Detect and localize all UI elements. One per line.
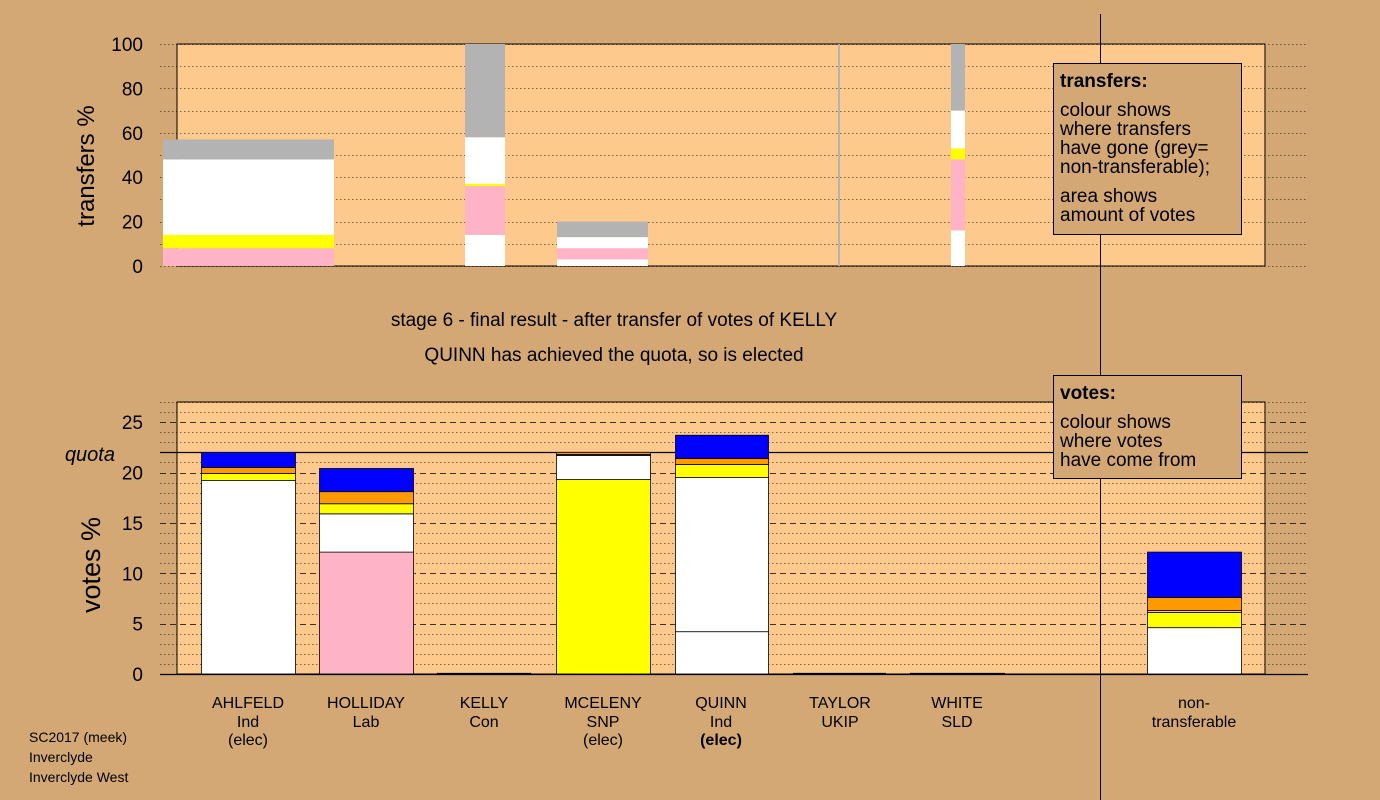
votes-legend-box [1053, 375, 1242, 479]
transfers-legend-text: where transfers [1059, 119, 1191, 140]
candidate-party-label: SLD [941, 714, 972, 731]
transfers-legend-box [1053, 63, 1242, 235]
footer-line-ward: Inverclyde West [29, 769, 129, 785]
candidate-name-label: AHLFELD [212, 695, 284, 712]
votes-y-tick-label: 0 [132, 665, 143, 686]
transfers-y-axis-label: transfers % [73, 105, 100, 226]
transfer-segment-kelly [557, 248, 648, 260]
candidate-name-label: KELLY [460, 695, 509, 712]
candidate-status-label: (elec) [583, 732, 623, 749]
candidate-status-label: (elec) [228, 732, 268, 749]
vote-segment-holliday [319, 468, 414, 493]
footer: SC2017 (meek) Inverclyde Inverclyde West [29, 727, 128, 787]
quota-label: quota [65, 444, 115, 466]
transfer-segment-ahlfeld [163, 234, 334, 249]
stage-title: stage 6 - final result - after transfer … [391, 310, 838, 331]
transfers-y-tick-label: 0 [132, 257, 143, 278]
transfer-segment-taylor [951, 110, 965, 149]
stage-subtitle: QUINN has achieved the quota, so is elec… [424, 345, 803, 366]
transfer-segment-taylor [951, 44, 965, 111]
transfers-legend-text: amount of votes [1060, 205, 1195, 226]
vote-segment-non-transferable [1147, 597, 1242, 611]
candidate-name-label: MCELENY [564, 695, 642, 712]
vote-segment-holliday [319, 503, 414, 515]
votes-y-tick-label: 10 [122, 564, 143, 585]
vote-segment-holliday [319, 491, 414, 505]
vote-segment-quinn [675, 464, 769, 478]
transfers-y-tick-label: 80 [122, 79, 143, 100]
vote-segment-non-transferable [1147, 627, 1242, 675]
candidate-name-label: QUINN [695, 695, 747, 712]
candidate-party-label: Ind [710, 714, 732, 731]
transfer-segment-ahlfeld [163, 159, 334, 235]
transfer-segment-kelly [557, 237, 648, 249]
votes-y-tick-label: 5 [132, 615, 143, 636]
votes-y-tick-label: 25 [122, 413, 143, 434]
transfer-segment-holliday [465, 44, 505, 138]
transfer-segment-holliday [465, 186, 505, 235]
vote-segment-mceleny [556, 454, 651, 480]
candidate-party-label: SNP [587, 714, 620, 731]
candidate-party-label: Con [469, 714, 498, 731]
vote-segment-quinn [675, 434, 769, 459]
transfer-segment-holliday [465, 234, 505, 266]
vote-segment-non-transferable [1147, 612, 1242, 629]
footer-line-council: Inverclyde [29, 749, 93, 765]
vote-segment-ahlfeld [201, 480, 296, 675]
transfer-segment-holliday [465, 183, 505, 187]
votes-y-tick-label: 20 [122, 464, 143, 485]
nontransferable-label: non- [1178, 695, 1210, 712]
transfer-segment-taylor [951, 148, 965, 160]
vote-segment-holliday [319, 551, 414, 675]
vote-segment-non-transferable [1147, 551, 1242, 598]
transfer-segment-taylor [951, 230, 965, 266]
votes-y-tick-label: 15 [122, 514, 143, 535]
candidate-status-label: (elec) [700, 732, 742, 749]
transfers-legend-title: transfers: [1060, 71, 1148, 92]
vote-segment-quinn [675, 631, 769, 675]
transfer-segment-ahlfeld [163, 248, 334, 266]
votes-y-axis-label: votes % [76, 517, 106, 613]
transfers-y-tick-label: 20 [122, 213, 143, 234]
candidate-name-label: TAYLOR [809, 695, 871, 712]
vote-segment-holliday [319, 513, 414, 553]
transfers-y-tick-label: 60 [122, 124, 143, 145]
transfers-legend-text: colour shows [1060, 100, 1171, 121]
candidate-party-label: Ind [237, 714, 259, 731]
transfers-legend-text: have gone (grey= [1060, 138, 1208, 159]
transfers-legend-text: non-transferable); [1060, 157, 1210, 178]
vote-segment-ahlfeld [201, 467, 296, 474]
candidate-party-label: UKIP [821, 714, 858, 731]
votes-legend-text: colour shows [1060, 412, 1171, 433]
votes-legend-text: where votes [1059, 431, 1162, 452]
votes-legend-title: votes: [1060, 383, 1116, 404]
vote-segment-ahlfeld [201, 451, 296, 468]
vote-segment-mceleny [556, 479, 651, 675]
vote-segment-quinn [675, 458, 769, 465]
transfer-segment-quinn [838, 44, 840, 266]
vote-segment-quinn [675, 477, 769, 633]
vote-segment-mceleny [556, 451, 651, 455]
transfer-segment-kelly [557, 259, 648, 266]
transfers-y-tick-label: 100 [111, 35, 143, 56]
footer-line-method: SC2017 (meek) [29, 729, 128, 745]
transfer-segment-taylor [951, 159, 965, 231]
transfer-segment-holliday [465, 137, 505, 184]
candidate-name-label: WHITE [931, 695, 983, 712]
transfers-legend-text: area shows [1060, 186, 1157, 207]
votes-legend-text: have come from [1060, 450, 1196, 471]
vote-segment-ahlfeld [201, 473, 296, 481]
nontransferable-label: transferable [1152, 714, 1237, 731]
transfers-y-tick-label: 40 [122, 168, 143, 189]
transfer-segment-ahlfeld [163, 139, 334, 160]
transfer-segment-kelly [557, 221, 648, 238]
candidate-party-label: Lab [353, 714, 380, 731]
candidate-name-label: HOLLIDAY [327, 695, 405, 712]
